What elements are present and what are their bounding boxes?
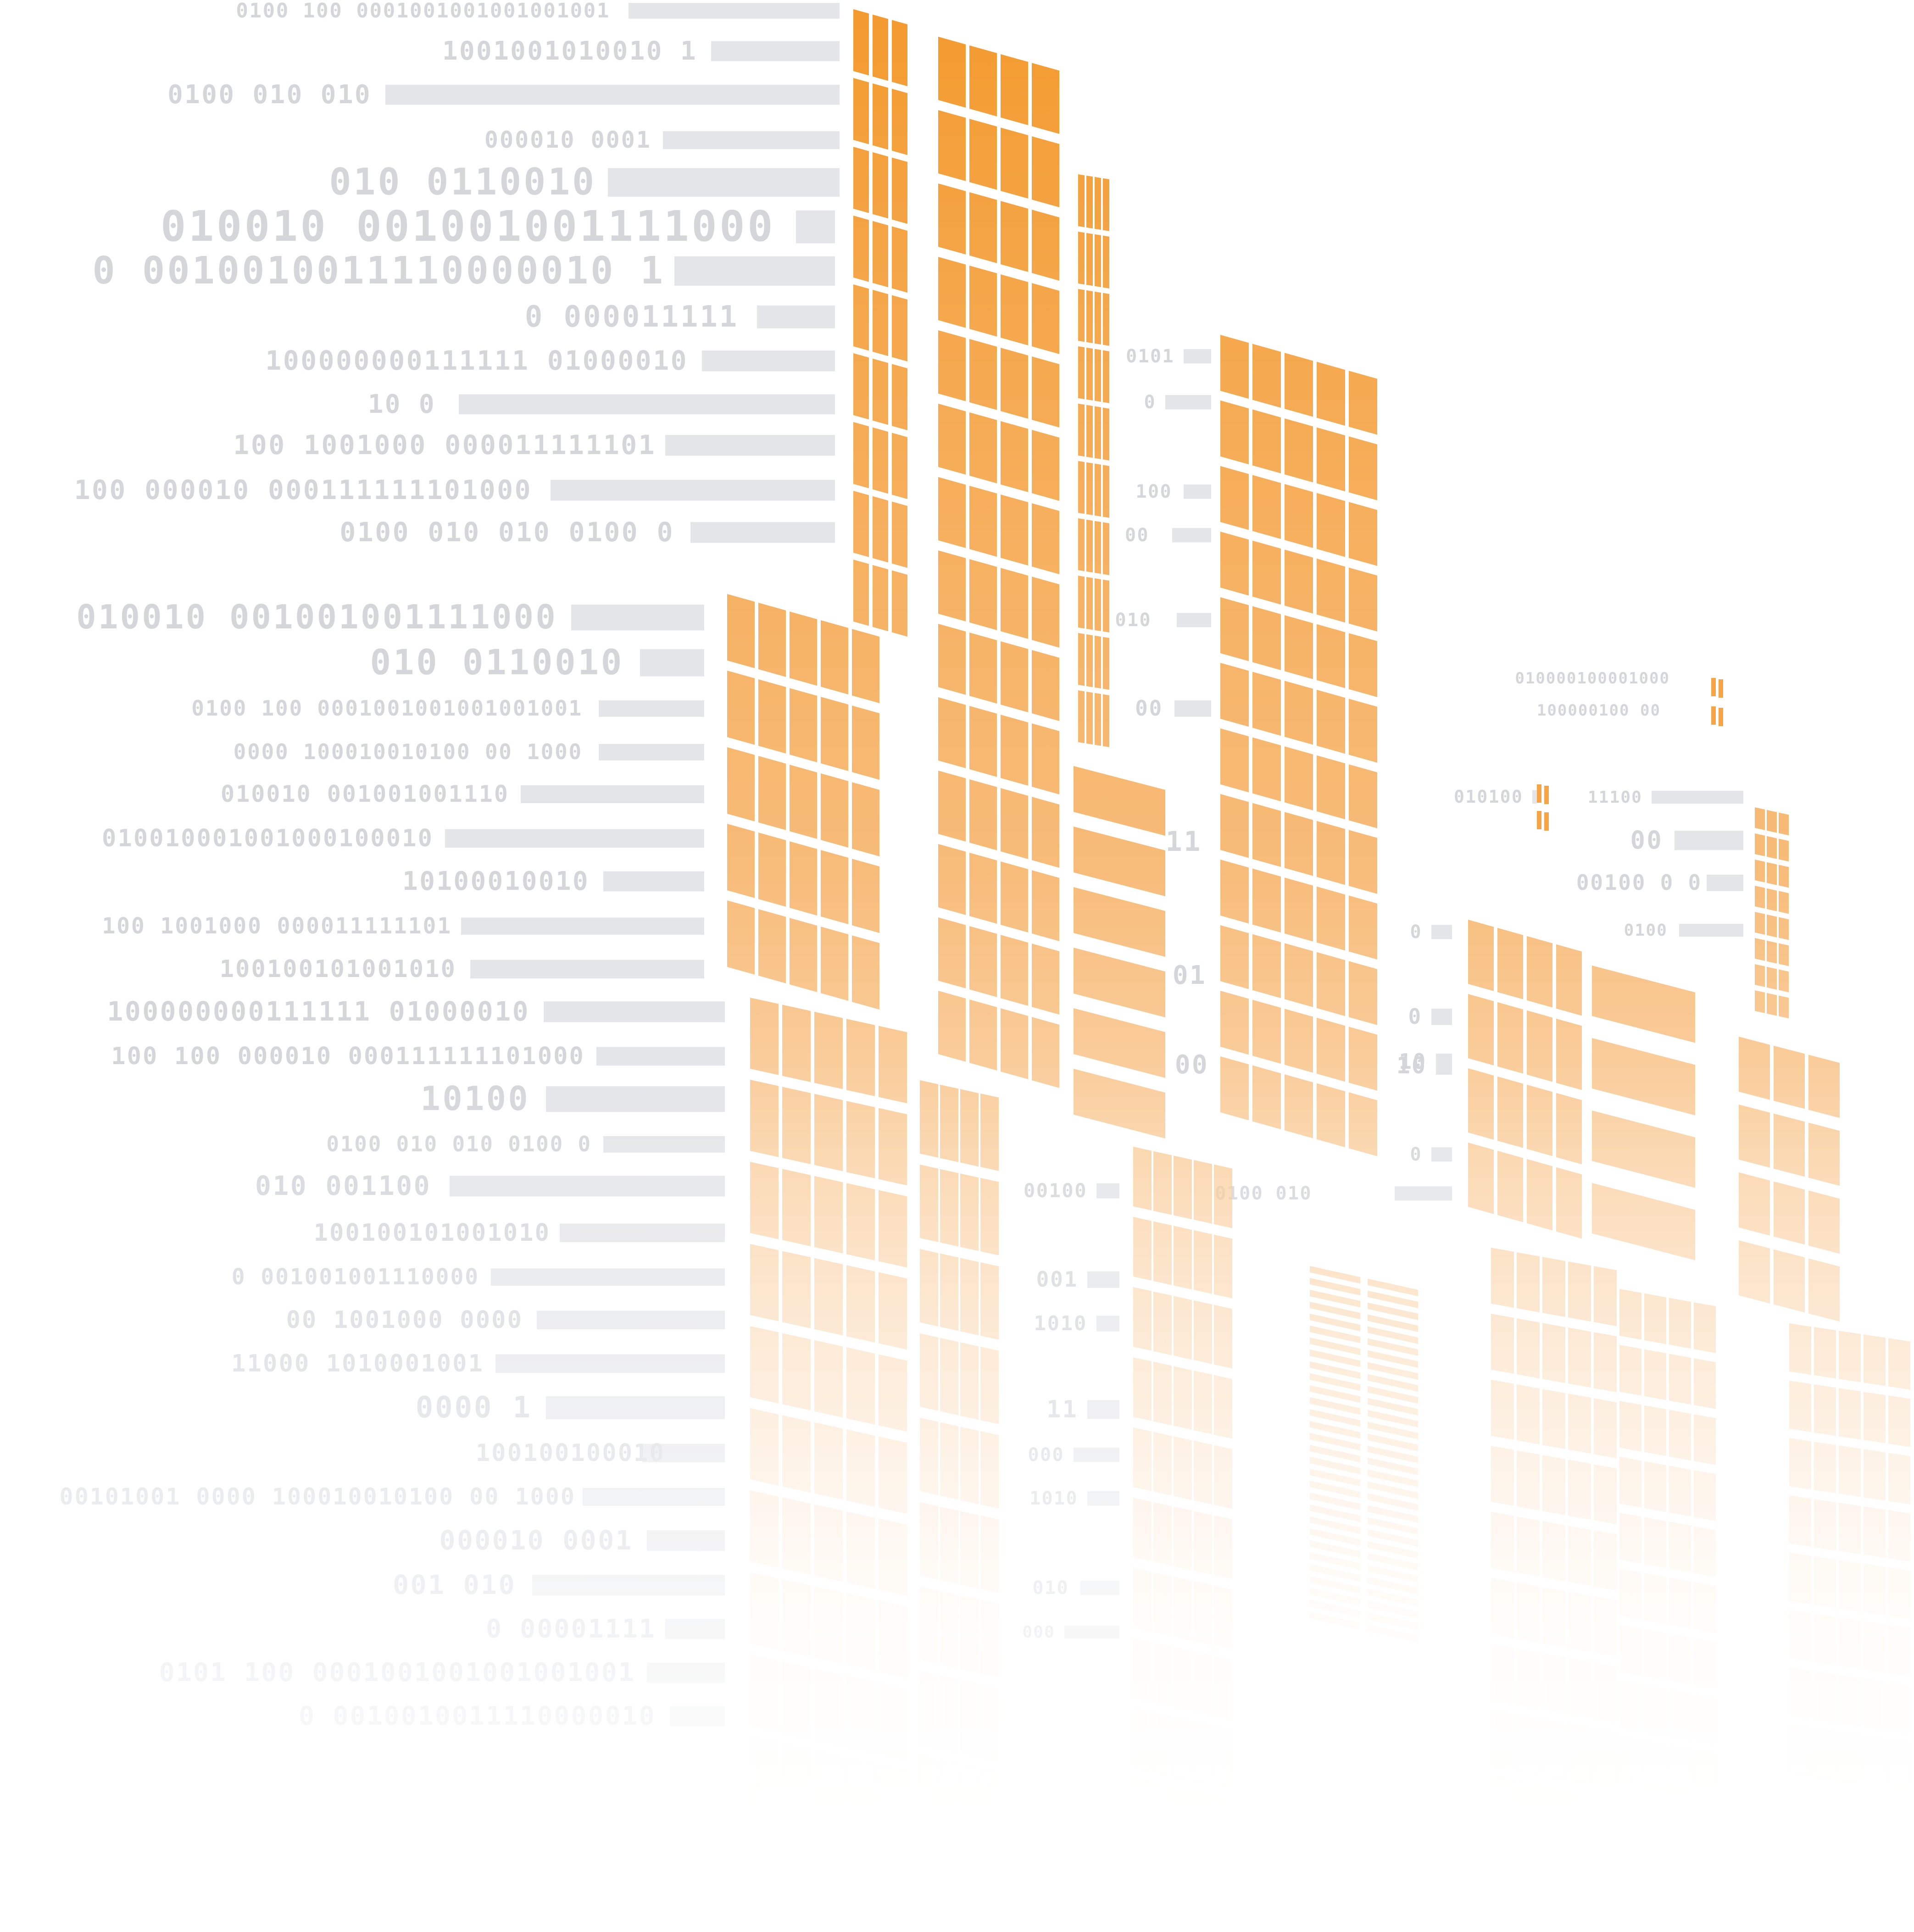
digital-city-illustration: 0100 100 0001001001001001001100100101001… — [0, 0, 1914, 1932]
bottom-fade-overlay — [0, 0, 1914, 1932]
skyline-artwork: 0100 100 0001001001001001001100100101001… — [0, 0, 1914, 1932]
